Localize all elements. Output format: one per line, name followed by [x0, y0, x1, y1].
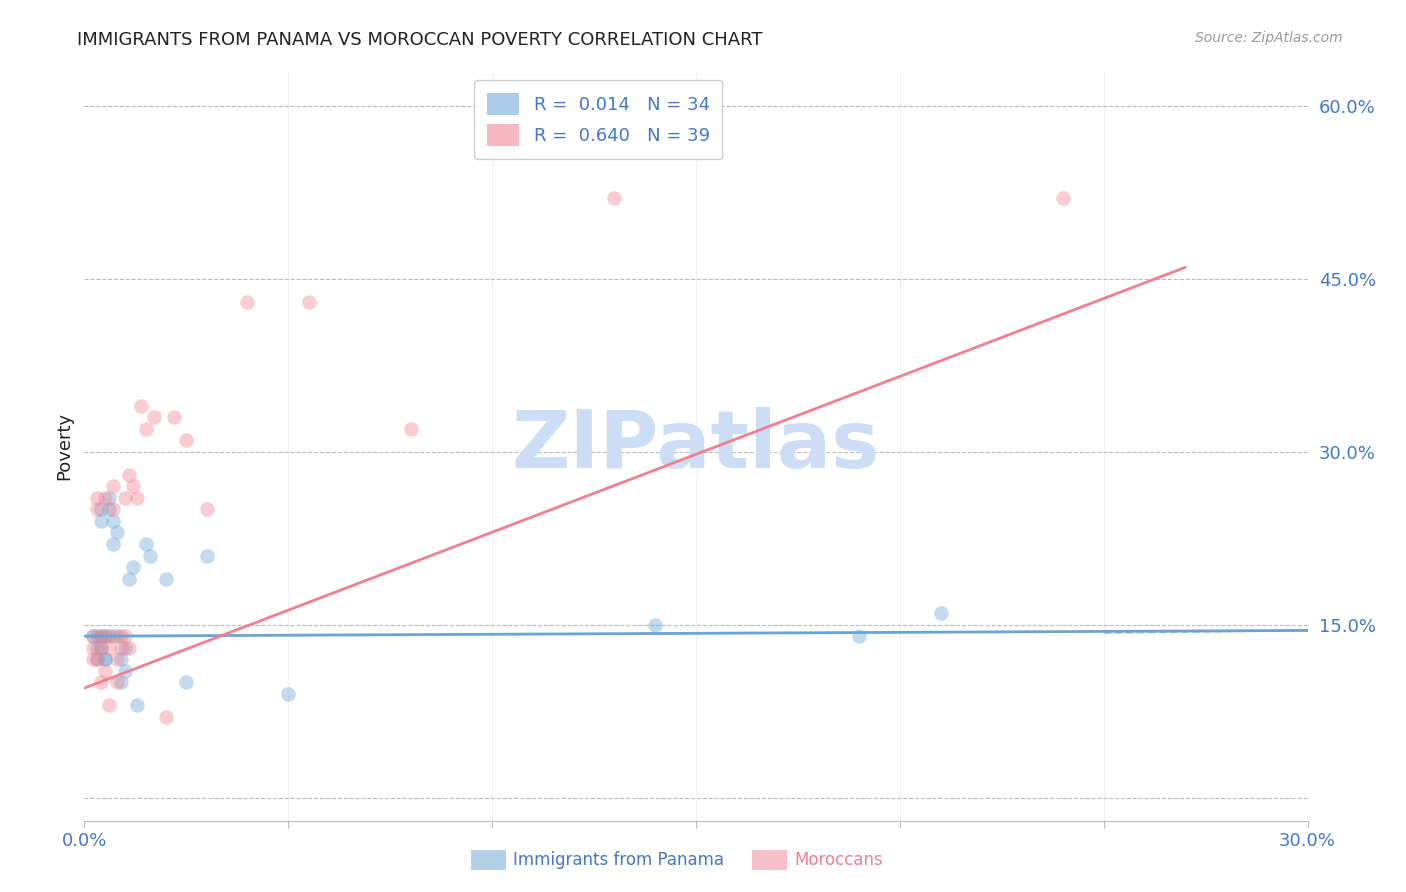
- Point: [135, 422, 157, 436]
- Point: [114, 640, 136, 655]
- Point: [114, 629, 136, 643]
- Point: [929, 606, 952, 620]
- Point: [90, 629, 112, 643]
- Point: [105, 629, 128, 643]
- Point: [86, 652, 108, 666]
- Point: [848, 629, 870, 643]
- Point: [298, 294, 321, 309]
- Point: [174, 675, 197, 690]
- Point: [93, 664, 115, 678]
- Point: [90, 629, 112, 643]
- Point: [86, 640, 108, 655]
- Point: [110, 652, 132, 666]
- Point: [138, 549, 160, 563]
- Point: [86, 652, 108, 666]
- Point: [82, 629, 104, 643]
- Point: [174, 434, 197, 448]
- Point: [142, 410, 165, 425]
- Point: [155, 710, 177, 724]
- Point: [118, 572, 141, 586]
- Point: [101, 479, 124, 493]
- Point: [122, 560, 145, 574]
- Text: Moroccans: Moroccans: [794, 851, 883, 869]
- Point: [93, 629, 115, 643]
- Point: [118, 640, 141, 655]
- Point: [155, 572, 177, 586]
- Point: [114, 664, 136, 678]
- Point: [236, 294, 259, 309]
- Point: [90, 640, 112, 655]
- Point: [603, 191, 626, 205]
- Point: [127, 491, 149, 505]
- Point: [93, 629, 115, 643]
- Text: IMMIGRANTS FROM PANAMA VS MOROCCAN POVERTY CORRELATION CHART: IMMIGRANTS FROM PANAMA VS MOROCCAN POVER…: [77, 31, 763, 49]
- Text: ZIPatlas: ZIPatlas: [512, 407, 880, 485]
- Point: [110, 640, 132, 655]
- Point: [163, 410, 186, 425]
- Point: [1052, 191, 1074, 205]
- Point: [122, 479, 145, 493]
- Point: [101, 537, 124, 551]
- Point: [110, 675, 132, 690]
- Y-axis label: Poverty: Poverty: [55, 412, 73, 480]
- Point: [118, 467, 141, 482]
- Point: [101, 629, 124, 643]
- Point: [195, 549, 218, 563]
- Point: [101, 502, 124, 516]
- Point: [105, 525, 128, 540]
- Point: [131, 399, 153, 413]
- Point: [105, 652, 128, 666]
- Point: [82, 629, 104, 643]
- Point: [86, 629, 108, 643]
- Point: [101, 514, 124, 528]
- Point: [97, 629, 120, 643]
- Point: [90, 514, 112, 528]
- Point: [82, 640, 104, 655]
- Point: [86, 491, 108, 505]
- Point: [93, 652, 115, 666]
- Point: [97, 502, 120, 516]
- Point: [399, 422, 422, 436]
- Point: [97, 698, 120, 713]
- Legend: R =  0.014   N = 34, R =  0.640   N = 39: R = 0.014 N = 34, R = 0.640 N = 39: [474, 80, 723, 159]
- Point: [644, 617, 666, 632]
- Point: [97, 640, 120, 655]
- Point: [127, 698, 149, 713]
- Text: Source: ZipAtlas.com: Source: ZipAtlas.com: [1195, 31, 1343, 45]
- Point: [86, 502, 108, 516]
- Text: Immigrants from Panama: Immigrants from Panama: [513, 851, 724, 869]
- Point: [82, 652, 104, 666]
- Point: [105, 675, 128, 690]
- Point: [90, 640, 112, 655]
- Point: [277, 687, 299, 701]
- Point: [90, 502, 112, 516]
- Point: [93, 652, 115, 666]
- Point: [90, 675, 112, 690]
- Point: [93, 491, 115, 505]
- Point: [195, 502, 218, 516]
- Point: [114, 491, 136, 505]
- Point: [110, 629, 132, 643]
- Point: [135, 537, 157, 551]
- Point: [97, 491, 120, 505]
